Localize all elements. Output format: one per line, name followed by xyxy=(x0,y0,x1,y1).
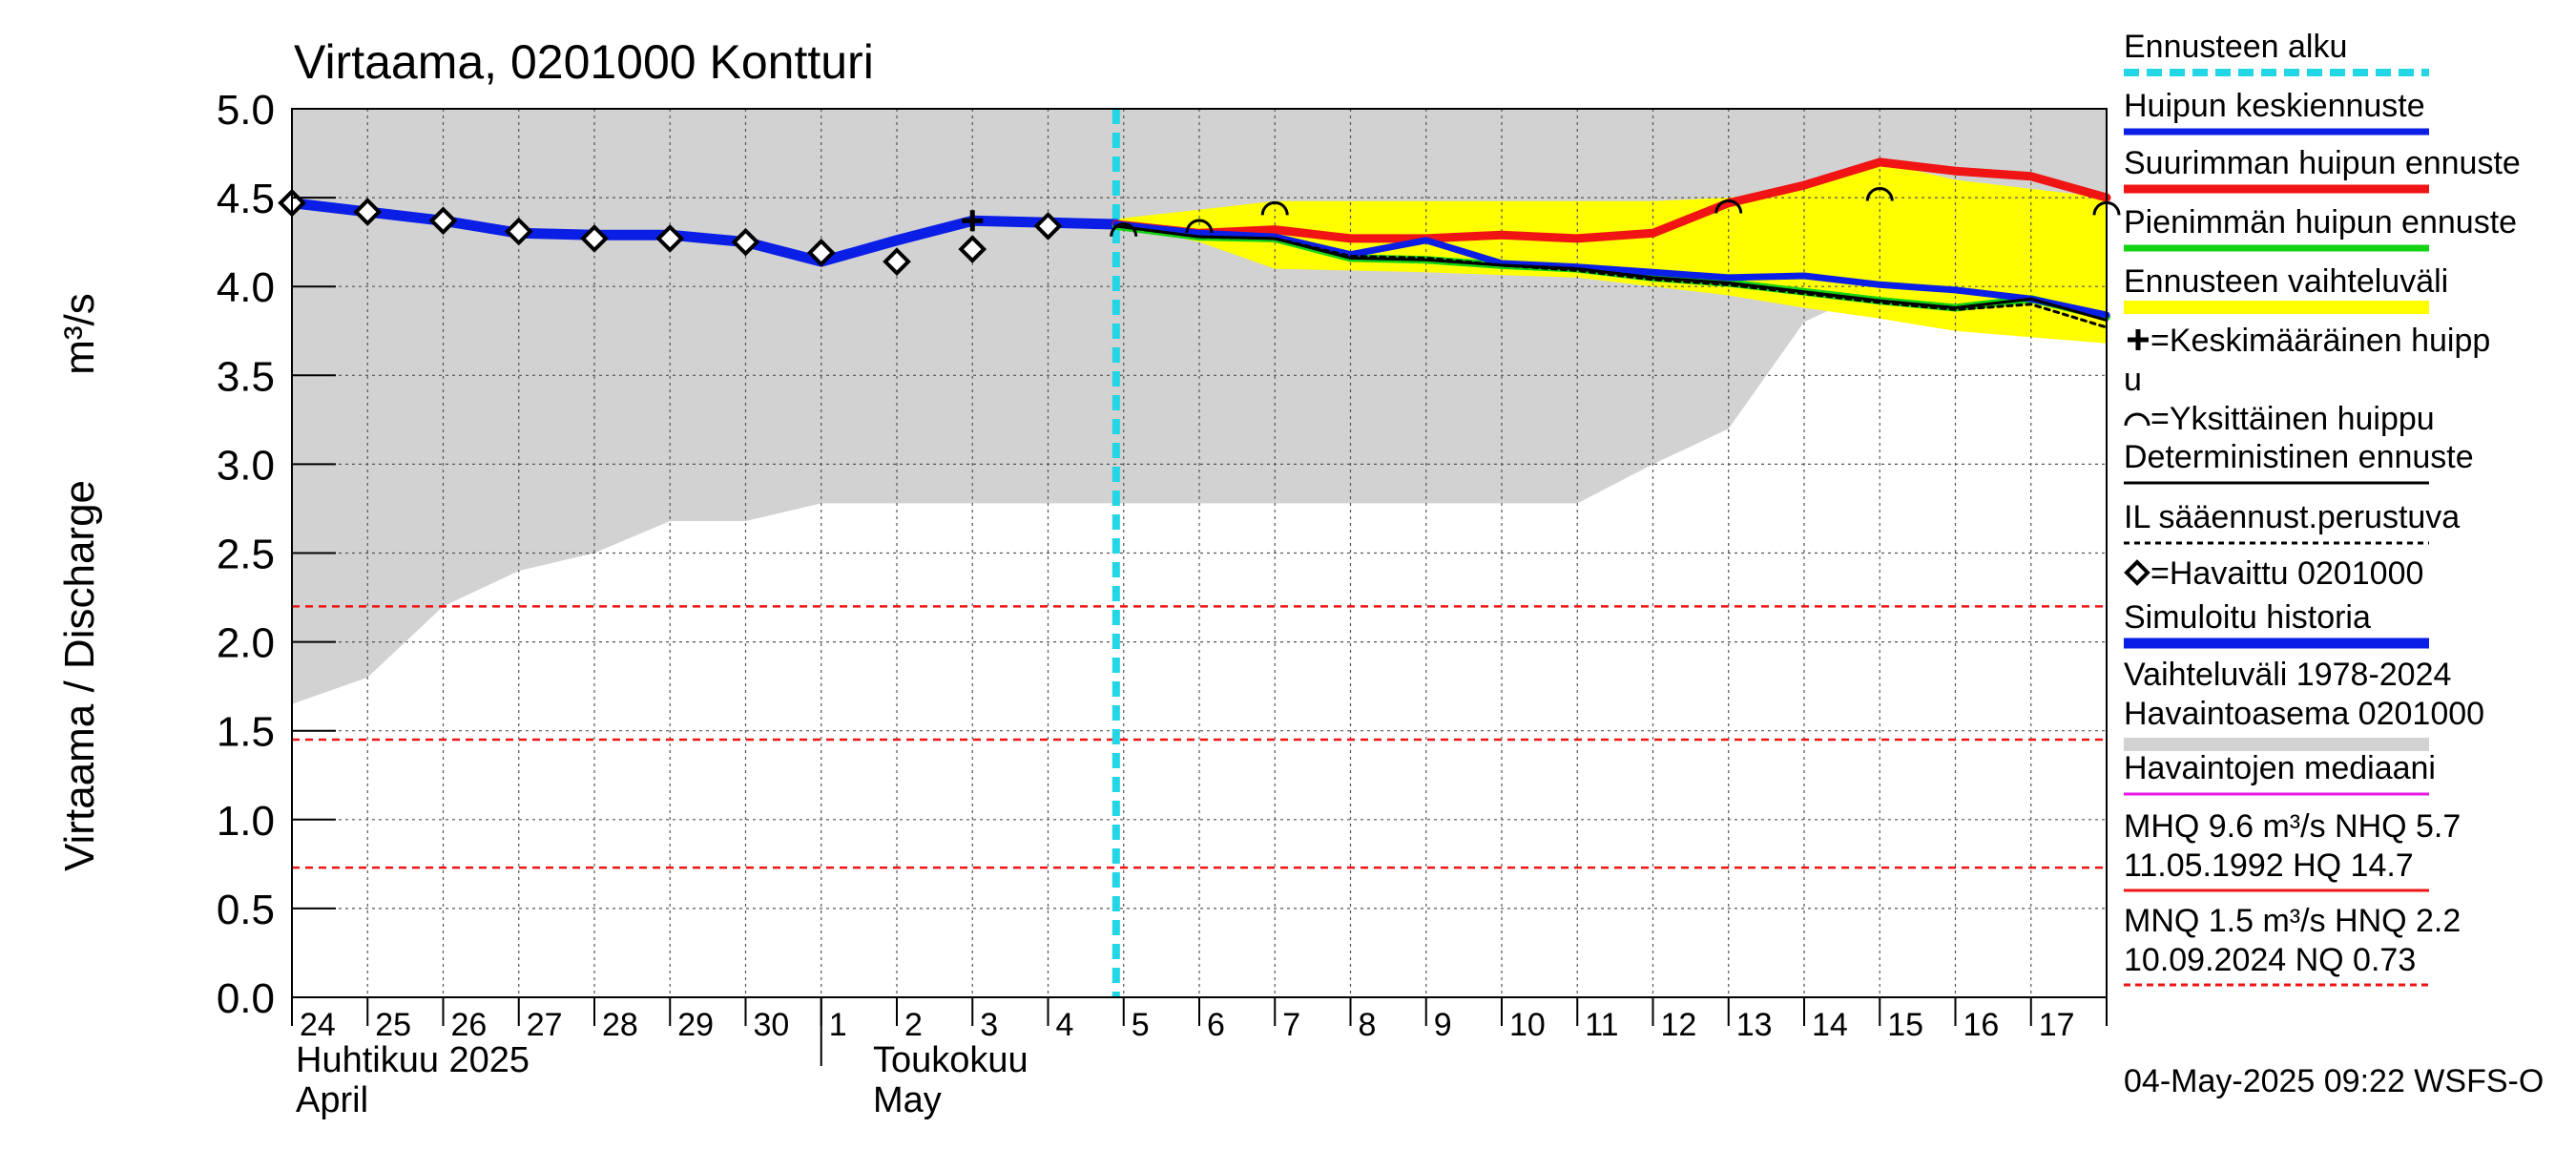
x-tick-label: 17 xyxy=(2039,1007,2075,1043)
single-peak-marker xyxy=(1110,222,1138,237)
observed-point xyxy=(883,247,911,276)
observed-point xyxy=(353,198,383,226)
x-tick-label: 26 xyxy=(451,1007,488,1043)
y-tick-label: 3.0 xyxy=(217,442,275,489)
x-tick-label: 30 xyxy=(754,1007,790,1043)
plot-area: 0.00.51.01.52.02.53.03.54.04.55.024 25 26 2… xyxy=(217,87,2121,1120)
mean-peak-marker xyxy=(962,210,984,232)
x-tick-label: 3 xyxy=(980,1007,998,1043)
legend-label-il: IL sääennust.perustuva xyxy=(2124,499,2460,535)
x-tick-label: 29 xyxy=(677,1007,714,1043)
timestamp: 04-May-2025 09:22 WSFS-O xyxy=(2124,1063,2544,1099)
observed-point xyxy=(428,206,458,236)
x-tick-label: 24 xyxy=(300,1007,336,1043)
x-tick-label: 9 xyxy=(1434,1007,1452,1043)
y-axis-label: Virtaama / Discharge xyxy=(56,480,103,871)
x-tick-label: 10 xyxy=(1509,1007,1546,1043)
x-tick-label: 4 xyxy=(1056,1007,1074,1043)
legend-label-simulated: Simuloitu historia xyxy=(2124,599,2371,636)
x-tick-label: 1 xyxy=(829,1007,847,1043)
month-label: Huhtikuu 2025 xyxy=(296,1040,530,1080)
x-tick-label: 15 xyxy=(1887,1007,1923,1043)
legend-label-hist_range: Vaihteluväli 1978-2024 xyxy=(2124,657,2451,693)
x-tick-label: 7 xyxy=(1282,1007,1300,1043)
observed-point xyxy=(731,227,760,257)
x-tick-label: 6 xyxy=(1207,1007,1225,1043)
single-peak-marker xyxy=(1714,199,1743,214)
y-tick-label: 2.0 xyxy=(217,620,275,667)
series-line-3 xyxy=(1112,220,2110,319)
x-tick-label: 14 xyxy=(1812,1007,1848,1043)
month-label: Toukokuu xyxy=(873,1040,1028,1080)
x-tick-label: 25 xyxy=(375,1007,411,1043)
observed-point xyxy=(580,224,609,253)
series-line-1 xyxy=(1111,157,2111,243)
legend-label2-mnq: 10.09.2024 NQ 0.73 xyxy=(2124,942,2416,978)
single-peak-marker xyxy=(1865,187,1894,201)
legend-label2-mean_peak: u xyxy=(2124,362,2142,398)
chart-title: Virtaama, 0201000 Kontturi xyxy=(294,35,874,89)
legend-arc-icon xyxy=(2124,412,2150,427)
observed-point xyxy=(958,235,987,263)
y-tick-label: 0.0 xyxy=(217,975,275,1022)
x-tick-label: 28 xyxy=(602,1007,638,1043)
y-axis-unit: m³/s xyxy=(56,293,103,375)
x-tick-label: 27 xyxy=(527,1007,563,1043)
legend-label-single_peak: =Yksittäinen huippu xyxy=(2150,401,2435,437)
legend-label-median: Havaintojen mediaani xyxy=(2124,750,2436,786)
legend-label-range: Ennusteen vaihteluväli xyxy=(2124,263,2448,300)
month-label-en: April xyxy=(296,1080,368,1120)
legend-label2-hist_range: Havaintoasema 0201000 xyxy=(2124,696,2484,732)
y-tick-label: 1.0 xyxy=(217,798,275,845)
y-tick-label: 2.5 xyxy=(217,532,275,578)
x-tick-label: 11 xyxy=(1585,1007,1618,1043)
y-tick-label: 0.5 xyxy=(217,887,275,933)
legend-label-mhq: MHQ 9.6 m³/s NHQ 5.7 xyxy=(2124,808,2461,845)
legend-label-mean_forecast: Huipun keskiennuste xyxy=(2124,88,2425,124)
legend-label-observed: =Havaittu 0201000 xyxy=(2150,555,2423,592)
legend-label-min_forecast: Pienimmän huipun ennuste xyxy=(2124,204,2517,240)
y-tick-label: 4.0 xyxy=(217,264,275,311)
y-tick-label: 1.5 xyxy=(217,709,275,756)
x-tick-label: 5 xyxy=(1132,1007,1150,1043)
x-tick-label: 13 xyxy=(1736,1007,1773,1043)
x-tick-label: 12 xyxy=(1661,1007,1697,1043)
legend-label-deterministic: Deterministinen ennuste xyxy=(2124,439,2474,475)
legend-label-mean_peak: =Keskimääräinen huipp xyxy=(2150,323,2490,359)
x-tick-label: 8 xyxy=(1359,1007,1377,1043)
legend-label-forecast_start: Ennusteen alku xyxy=(2124,29,2347,65)
month-label-en: May xyxy=(873,1080,942,1120)
legend-label-mnq: MNQ 1.5 m³/s HNQ 2.2 xyxy=(2124,903,2461,939)
x-tick-label: 16 xyxy=(1963,1007,2000,1043)
y-tick-label: 5.0 xyxy=(217,87,275,134)
series-line-5 xyxy=(1114,224,2109,329)
observed-point xyxy=(504,217,533,246)
single-peak-marker xyxy=(1185,219,1214,234)
x-tick-label: 2 xyxy=(904,1007,923,1043)
y-tick-label: 3.5 xyxy=(217,353,275,400)
observed-point xyxy=(1033,212,1063,240)
legend-cross-icon xyxy=(2128,329,2149,350)
y-tick-label: 4.5 xyxy=(217,176,275,222)
observed-point xyxy=(655,224,685,253)
single-peak-marker xyxy=(1260,200,1289,216)
observed-point xyxy=(806,238,836,267)
legend-label2-mhq: 11.05.1992 HQ 14.7 xyxy=(2124,847,2414,884)
legend: Ennusteen alku Huipun keskiennuste Suurimm… xyxy=(2124,29,2521,987)
legend-diamond-icon xyxy=(2124,559,2150,586)
legend-label-max_forecast: Suurimman huipun ennuste xyxy=(2124,145,2521,181)
